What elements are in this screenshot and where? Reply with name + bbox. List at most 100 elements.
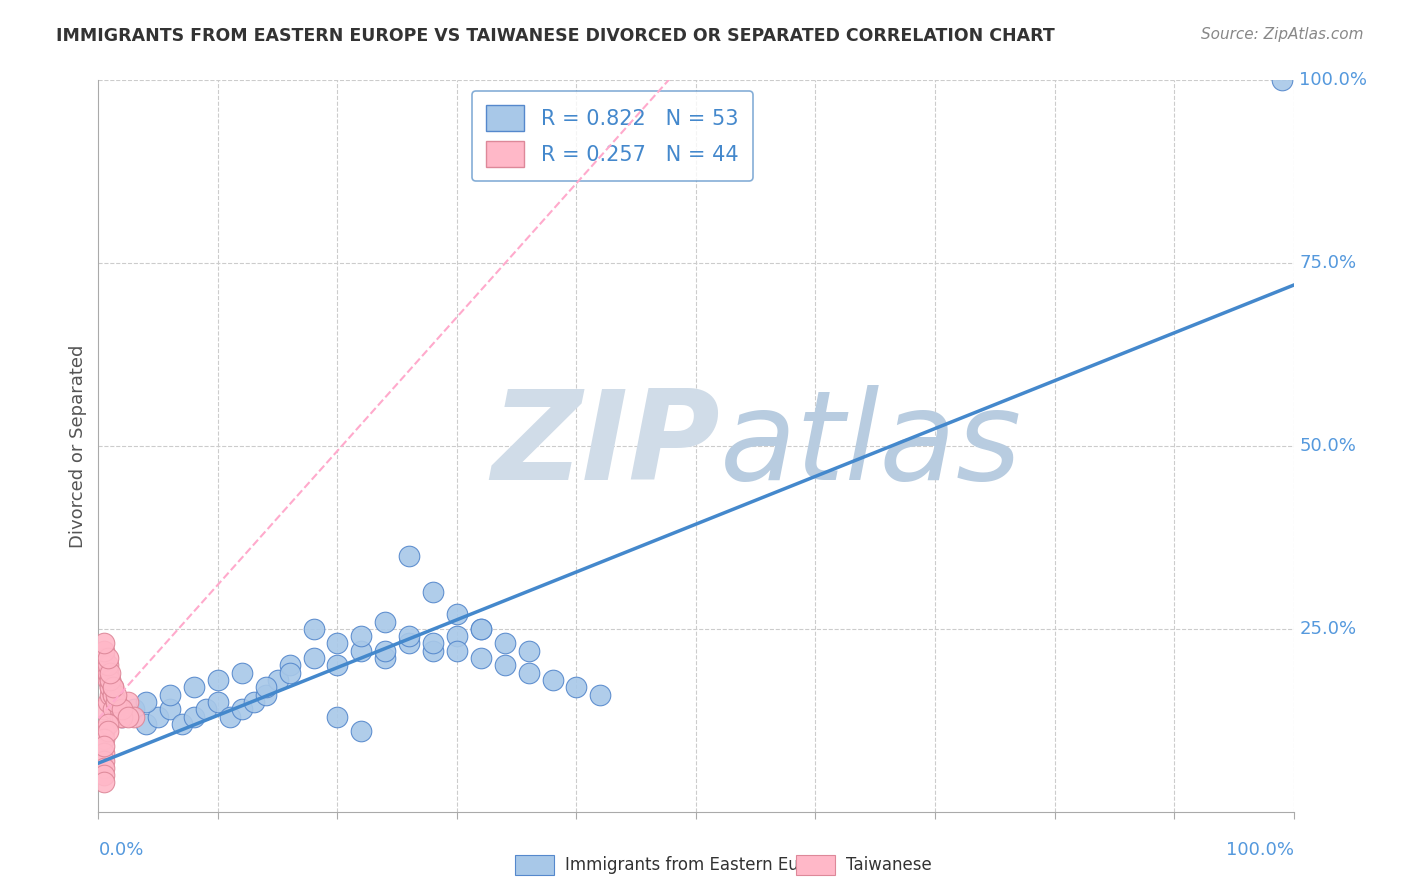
Point [105, 688, 128, 702]
Point [422, 585, 444, 599]
Text: Taiwanese: Taiwanese [846, 856, 932, 874]
Point [97, 724, 120, 739]
Text: IMMIGRANTS FROM EASTERN EUROPE VS TAIWANESE DIVORCED OR SEPARATED CORRELATION CH: IMMIGRANTS FROM EASTERN EUROPE VS TAIWAN… [56, 27, 1054, 45]
Point [97, 665, 120, 680]
Point [541, 673, 564, 687]
Text: Immigrants from Eastern Europe: Immigrants from Eastern Europe [565, 856, 837, 874]
Point [278, 665, 301, 680]
Point [97, 665, 120, 680]
Point [254, 681, 277, 695]
Point [101, 681, 124, 695]
Point [517, 665, 540, 680]
Point [278, 658, 301, 673]
Text: 75.0%: 75.0% [1299, 254, 1357, 272]
Text: ZIP: ZIP [491, 385, 720, 507]
Point [231, 702, 253, 716]
Point [93, 754, 115, 768]
Point [93, 658, 115, 673]
Point [111, 709, 134, 723]
Point [470, 622, 492, 636]
Point [93, 651, 115, 665]
Point [326, 636, 349, 650]
Point [98, 688, 122, 702]
Point [93, 739, 115, 753]
Point [108, 702, 131, 716]
Point [93, 702, 115, 716]
Point [350, 629, 373, 643]
Point [589, 688, 612, 702]
Point [159, 702, 181, 716]
Text: 50.0%: 50.0% [1299, 437, 1357, 455]
Point [97, 695, 120, 709]
Point [207, 673, 229, 687]
Point [159, 688, 181, 702]
Point [398, 629, 420, 643]
Point [105, 695, 128, 709]
Point [374, 615, 396, 629]
Point [267, 673, 290, 687]
Point [350, 724, 373, 739]
Text: Source: ZipAtlas.com: Source: ZipAtlas.com [1201, 27, 1364, 42]
Point [98, 681, 122, 695]
Point [97, 658, 120, 673]
Point [494, 636, 516, 650]
Point [565, 681, 588, 695]
Point [219, 709, 242, 723]
Point [98, 673, 122, 687]
Point [135, 695, 157, 709]
Point [231, 665, 253, 680]
Point [135, 717, 157, 731]
Point [98, 681, 122, 695]
Legend: R = 0.822   N = 53, R = 0.257   N = 44: R = 0.822 N = 53, R = 0.257 N = 44 [472, 91, 752, 181]
Point [101, 681, 124, 695]
Point [97, 673, 120, 687]
Point [93, 644, 115, 658]
Point [98, 665, 122, 680]
Point [93, 636, 115, 650]
Point [124, 702, 146, 716]
Point [374, 644, 396, 658]
Point [326, 709, 349, 723]
Point [97, 717, 120, 731]
Point [398, 549, 420, 563]
Point [117, 709, 139, 723]
Point [117, 695, 139, 709]
Point [470, 651, 492, 665]
Point [446, 607, 468, 622]
Point [93, 761, 115, 775]
Point [302, 622, 325, 636]
Text: atlas: atlas [720, 385, 1022, 507]
Point [517, 644, 540, 658]
Point [101, 688, 124, 702]
Point [1271, 73, 1294, 87]
Point [183, 709, 205, 723]
Y-axis label: Divorced or Separated: Divorced or Separated [69, 344, 87, 548]
Point [111, 702, 134, 716]
Point [101, 702, 124, 716]
Point [105, 695, 128, 709]
Point [446, 644, 468, 658]
Point [207, 695, 229, 709]
Point [326, 658, 349, 673]
Point [124, 709, 146, 723]
Point [446, 629, 468, 643]
Point [111, 702, 134, 716]
Point [350, 644, 373, 658]
Point [422, 636, 444, 650]
Point [105, 695, 128, 709]
Text: 100.0%: 100.0% [1299, 71, 1368, 89]
Text: 0.0%: 0.0% [98, 841, 143, 859]
Point [398, 636, 420, 650]
Point [93, 768, 115, 782]
Point [101, 688, 124, 702]
Point [97, 651, 120, 665]
Point [111, 709, 134, 723]
Point [148, 709, 170, 723]
Point [302, 651, 325, 665]
Text: 100.0%: 100.0% [1226, 841, 1294, 859]
Point [470, 622, 492, 636]
Point [93, 724, 115, 739]
Point [93, 775, 115, 789]
Point [422, 644, 444, 658]
Point [195, 702, 218, 716]
